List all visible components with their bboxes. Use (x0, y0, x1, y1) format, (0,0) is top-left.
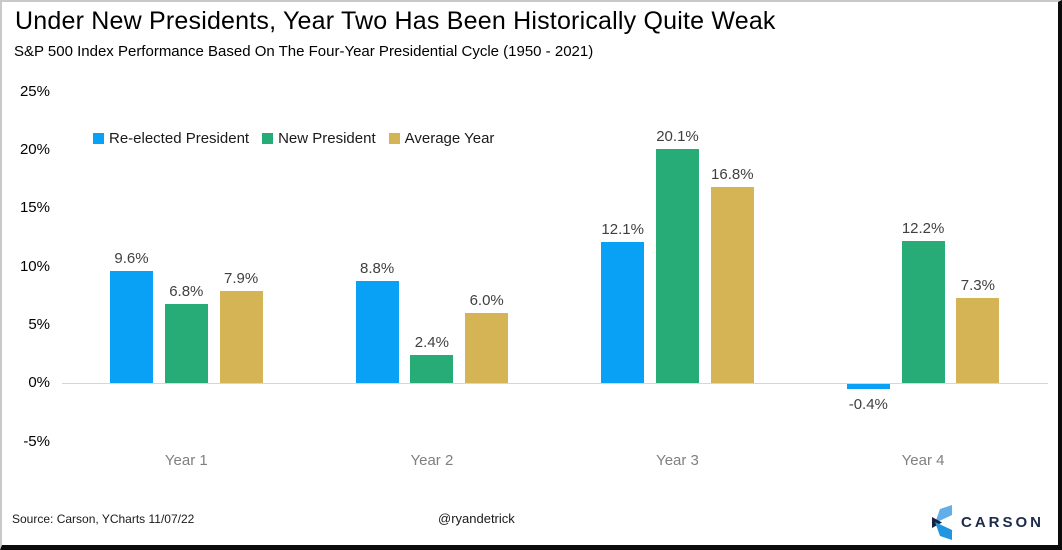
legend-label: New President (278, 130, 376, 147)
bar (355, 280, 399, 384)
bar-value-label: 7.3% (960, 277, 995, 295)
bar-value-label: 20.1% (656, 127, 699, 145)
bar (956, 298, 1000, 384)
y-tick-label: 10% (19, 257, 50, 275)
y-tick-label: -5% (23, 432, 50, 450)
bar (465, 313, 509, 384)
legend-item: Average Year (388, 130, 495, 147)
legend-item: New President (262, 130, 376, 147)
carson-logo: CARSON (931, 505, 1044, 540)
bar-value-label: 12.1% (601, 221, 644, 239)
bar (656, 148, 699, 384)
bar-value-label: 16.8% (711, 166, 754, 184)
bar (164, 303, 208, 384)
y-tick-label: 5% (28, 315, 50, 333)
bar-value-label: 6.8% (169, 282, 204, 300)
chart-legend: Re-elected President New President Average… (93, 130, 494, 147)
x-category-label: Year 1 (164, 452, 208, 469)
bar-value-label: 6.0% (469, 292, 504, 310)
legend-swatch-icon (93, 133, 104, 144)
y-tick-label: 20% (19, 140, 50, 158)
legend-swatch-icon (262, 133, 274, 144)
carson-logo-text: CARSON (961, 514, 1045, 531)
source-note: Source: Carson, YCharts 11/07/22 (12, 512, 195, 526)
bar (710, 187, 754, 384)
bar-value-label: 9.6% (114, 250, 149, 268)
bar-value-label: 7.9% (223, 270, 259, 288)
bar-value-label: 12.2% (901, 219, 945, 237)
twitter-handle: @ryandetrick (438, 511, 515, 526)
bar-value-label: 2.4% (414, 334, 449, 352)
x-category-label: Year 4 (901, 452, 945, 469)
bar (219, 291, 263, 384)
x-category-label: Year 2 (410, 452, 454, 469)
x-category-label: Year 3 (656, 452, 699, 469)
legend-label: Average Year (404, 130, 495, 147)
y-tick-label: 15% (19, 199, 50, 217)
legend-item: Re-elected President (93, 130, 249, 147)
zero-axis-line (62, 383, 1048, 384)
bar (901, 240, 945, 384)
bar-value-label: 8.8% (359, 259, 395, 277)
bar (410, 355, 454, 384)
legend-label: Re-elected President (109, 130, 250, 147)
bar (110, 271, 153, 384)
bar (846, 384, 890, 389)
y-tick-label: 0% (28, 374, 50, 392)
carson-chevron-icon (932, 505, 952, 540)
chart-subtitle: S&P 500 Index Performance Based On The F… (14, 43, 594, 60)
y-tick-label: 25% (19, 82, 50, 100)
bar (601, 242, 645, 384)
bar-value-label: -0.4% (848, 395, 888, 413)
legend-swatch-icon (388, 133, 400, 144)
chart-title: Under New Presidents, Year Two Has Been … (15, 7, 776, 35)
